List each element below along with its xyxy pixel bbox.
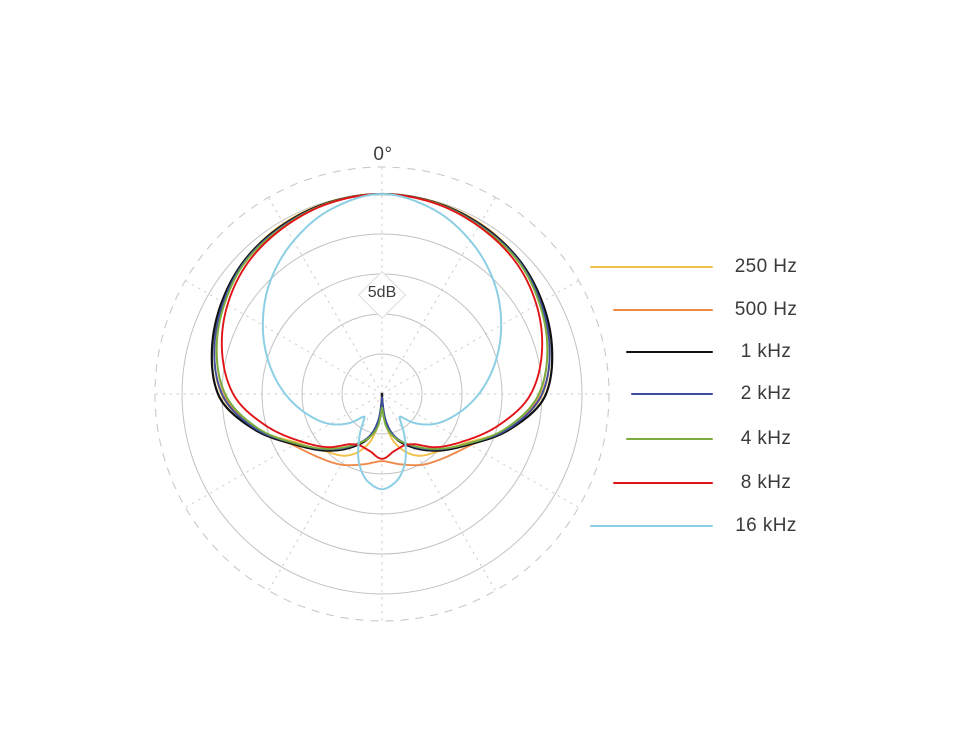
db-scale-label: 5dB: [367, 284, 397, 301]
angle-zero-label: 0°: [373, 144, 393, 165]
grid-spoke-30deg: [381, 197, 496, 395]
grid-outer-dashed-ring: [154, 166, 610, 622]
grid-spoke-300deg: [185, 280, 383, 395]
grid-spoke-60deg: [381, 280, 579, 395]
grid-ring-1: [341, 353, 423, 435]
grid-spoke-150deg: [381, 393, 496, 591]
grid-spoke-240deg: [185, 393, 383, 508]
curve-16-khz: [261, 193, 503, 491]
grid-spoke-210deg: [268, 393, 383, 591]
polar-curves: [210, 192, 554, 491]
grid-spokes: [155, 167, 609, 621]
grid-spoke-120deg: [381, 393, 579, 508]
grid-spoke-330deg: [268, 197, 383, 395]
